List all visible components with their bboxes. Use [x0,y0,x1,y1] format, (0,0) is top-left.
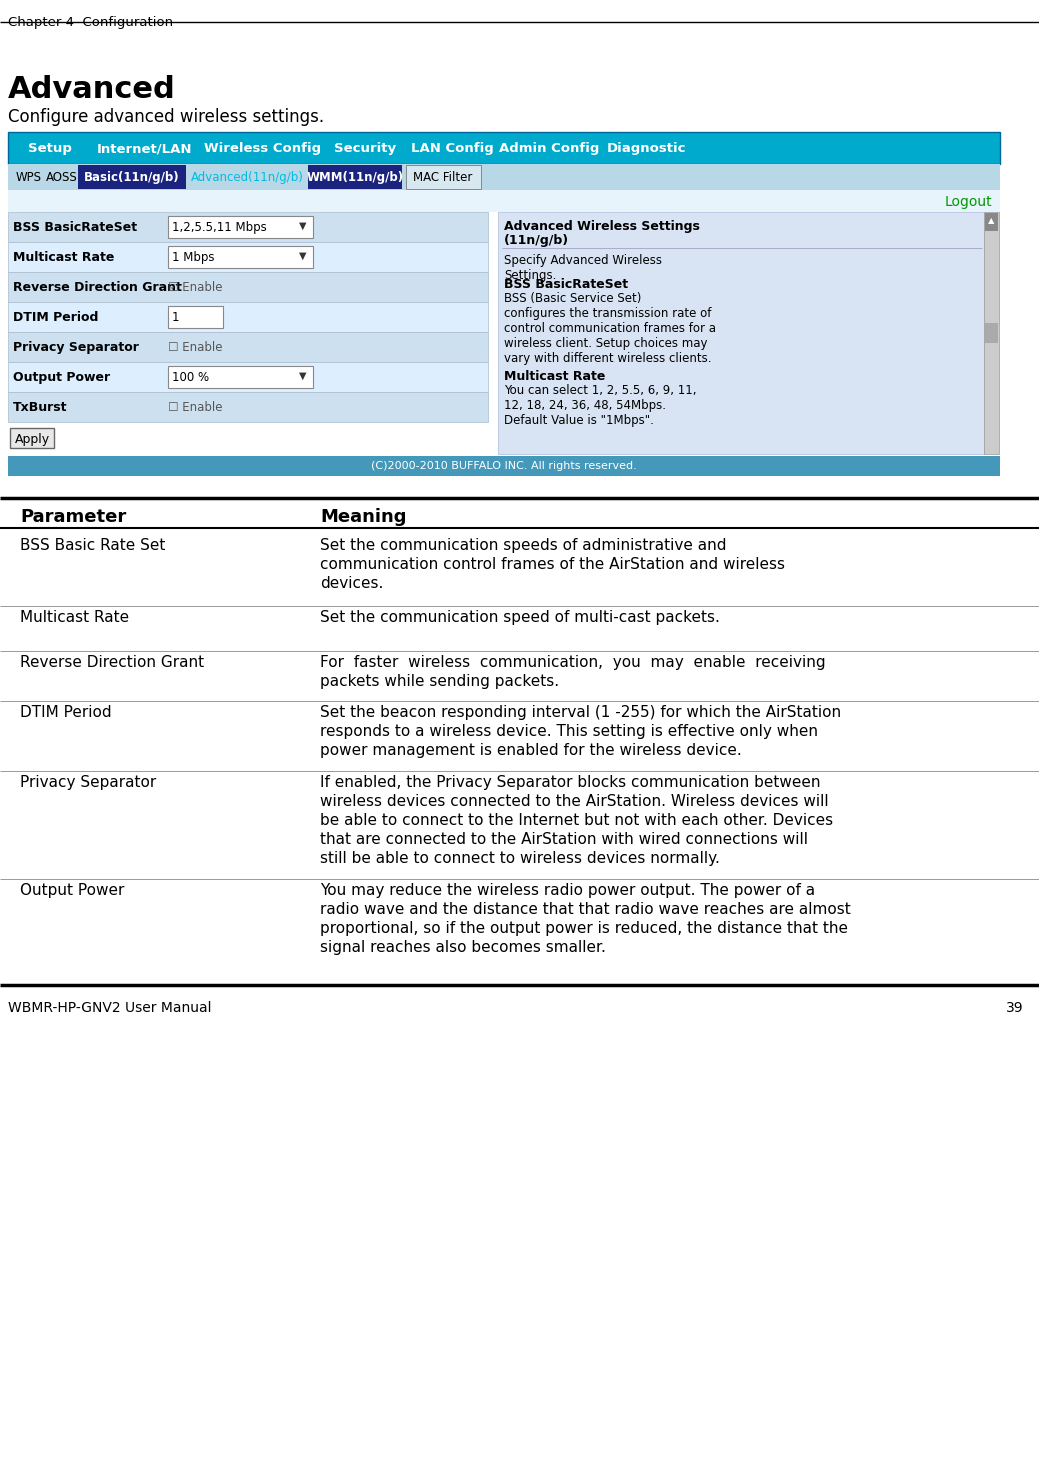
Bar [78,165,186,190]
Text: 1 Mbps: 1 Mbps [172,251,214,264]
Text: 39: 39 [1007,1001,1024,1015]
Text: devices.: devices. [320,576,383,591]
Text: Multicast Rate: Multicast Rate [14,251,114,264]
Text: ▲: ▲ [988,216,994,225]
Text: Privacy Separator: Privacy Separator [20,775,156,789]
Bar [308,165,402,190]
Text: For  faster  wireless  communication,  you  may  enable  receiving: For faster wireless communication, you m… [320,655,826,670]
Text: radio wave and the distance that that radio wave reaches are almost: radio wave and the distance that that ra… [320,902,851,918]
Text: proportional, so if the output power is reduced, the distance that the: proportional, so if the output power is … [320,921,848,937]
Bar [8,163,1000,190]
Text: power management is enabled for the wireless device.: power management is enabled for the wire… [320,743,742,759]
Text: If enabled, the Privacy Separator blocks communication between: If enabled, the Privacy Separator blocks… [320,775,821,789]
Text: ☐ Enable: ☐ Enable [168,401,222,414]
Text: WMM(11n/g/b): WMM(11n/g/b) [307,171,403,184]
Text: signal reaches also becomes smaller.: signal reaches also becomes smaller. [320,940,606,956]
Text: communication control frames of the AirStation and wireless: communication control frames of the AirS… [320,557,785,572]
Bar [168,216,313,238]
Text: Admin Config: Admin Config [499,142,600,155]
Bar [10,427,54,448]
Text: wireless devices connected to the AirStation. Wireless devices will: wireless devices connected to the AirSta… [320,794,829,808]
Bar [168,306,223,328]
Text: BSS (Basic Service Set)
configures the transmission rate of
control communicatio: BSS (Basic Service Set) configures the t… [504,292,716,365]
Text: 1: 1 [172,311,180,324]
Text: WBMR-HP-GNV2 User Manual: WBMR-HP-GNV2 User Manual [8,1001,212,1015]
Bar [8,242,488,271]
Text: You can select 1, 2, 5.5, 6, 9, 11,
12, 18, 24, 36, 48, 54Mbps.
Default Value is: You can select 1, 2, 5.5, 6, 9, 11, 12, … [504,384,696,427]
Bar [8,302,488,333]
Text: Diagnostic: Diagnostic [606,142,686,155]
Text: BSS BasicRateSet: BSS BasicRateSet [14,220,137,233]
Text: ▼: ▼ [299,251,307,261]
Text: MAC Filter: MAC Filter [414,171,473,184]
Bar [168,366,313,388]
Text: Apply: Apply [15,433,50,446]
Text: Privacy Separator: Privacy Separator [14,341,139,355]
Text: Chapter 4  Configuration: Chapter 4 Configuration [8,16,174,29]
Text: LAN Config: LAN Config [410,142,494,155]
Bar [8,457,1000,476]
Text: be able to connect to the Internet but not with each other. Devices: be able to connect to the Internet but n… [320,813,833,829]
Bar [8,362,488,392]
Text: TxBurst: TxBurst [14,401,68,414]
Text: Specify Advanced Wireless
Settings.: Specify Advanced Wireless Settings. [504,254,662,282]
Text: BSS BasicRateSet: BSS BasicRateSet [504,279,629,290]
Bar [8,190,1000,212]
Bar [498,212,984,454]
Text: Reverse Direction Grant: Reverse Direction Grant [20,655,204,670]
Text: ▼: ▼ [299,371,307,381]
Text: Advanced Wireless Settings: Advanced Wireless Settings [504,220,700,233]
Text: responds to a wireless device. This setting is effective only when: responds to a wireless device. This sett… [320,724,818,740]
Text: (C)2000-2010 BUFFALO INC. All rights reserved.: (C)2000-2010 BUFFALO INC. All rights res… [371,461,637,471]
Text: Multicast Rate: Multicast Rate [504,371,606,384]
Text: ▼: ▼ [299,220,307,231]
Bar [8,131,1000,163]
Text: Configure advanced wireless settings.: Configure advanced wireless settings. [8,108,324,125]
Text: Advanced: Advanced [8,74,176,104]
Text: ☐ Enable: ☐ Enable [168,341,222,355]
Text: (11n/g/b): (11n/g/b) [504,233,569,247]
Bar [406,165,481,190]
Text: Output Power: Output Power [20,883,125,897]
Text: Reverse Direction Grant: Reverse Direction Grant [14,282,182,295]
Text: Multicast Rate: Multicast Rate [20,610,129,624]
Text: Set the communication speeds of administrative and: Set the communication speeds of administ… [320,538,726,553]
Bar [985,213,998,231]
Text: Wireless Config: Wireless Config [205,142,321,155]
Text: ☑ Enable: ☑ Enable [168,282,222,295]
Text: Parameter: Parameter [20,508,127,527]
Text: AOSS: AOSS [46,171,78,184]
Text: BSS Basic Rate Set: BSS Basic Rate Set [20,538,165,553]
Bar [985,322,998,343]
Text: Security: Security [334,142,396,155]
Bar [984,212,1000,454]
Text: WPS: WPS [16,171,42,184]
Bar [8,392,488,422]
Bar [8,271,488,302]
Text: packets while sending packets.: packets while sending packets. [320,674,559,689]
Text: DTIM Period: DTIM Period [20,705,111,719]
Text: that are connected to the AirStation with wired connections will: that are connected to the AirStation wit… [320,832,808,848]
Text: 100 %: 100 % [172,371,209,384]
Text: DTIM Period: DTIM Period [14,311,99,324]
Text: Output Power: Output Power [14,371,110,384]
Text: Meaning: Meaning [320,508,406,527]
Text: Internet/LAN: Internet/LAN [97,142,192,155]
Text: Set the communication speed of multi-cast packets.: Set the communication speed of multi-cas… [320,610,720,624]
Bar [168,247,313,268]
Bar [8,212,488,242]
Text: Setup: Setup [28,142,72,155]
Text: 1,2,5.5,11 Mbps: 1,2,5.5,11 Mbps [172,220,267,233]
Text: Set the beacon responding interval (1 -255) for which the AirStation: Set the beacon responding interval (1 -2… [320,705,842,719]
Text: Logout: Logout [944,196,992,209]
Text: Basic(11n/g/b): Basic(11n/g/b) [84,171,180,184]
Text: Advanced(11n/g/b): Advanced(11n/g/b) [191,171,303,184]
Bar [8,333,488,362]
Text: still be able to connect to wireless devices normally.: still be able to connect to wireless dev… [320,851,720,867]
Text: You may reduce the wireless radio power output. The power of a: You may reduce the wireless radio power … [320,883,816,897]
